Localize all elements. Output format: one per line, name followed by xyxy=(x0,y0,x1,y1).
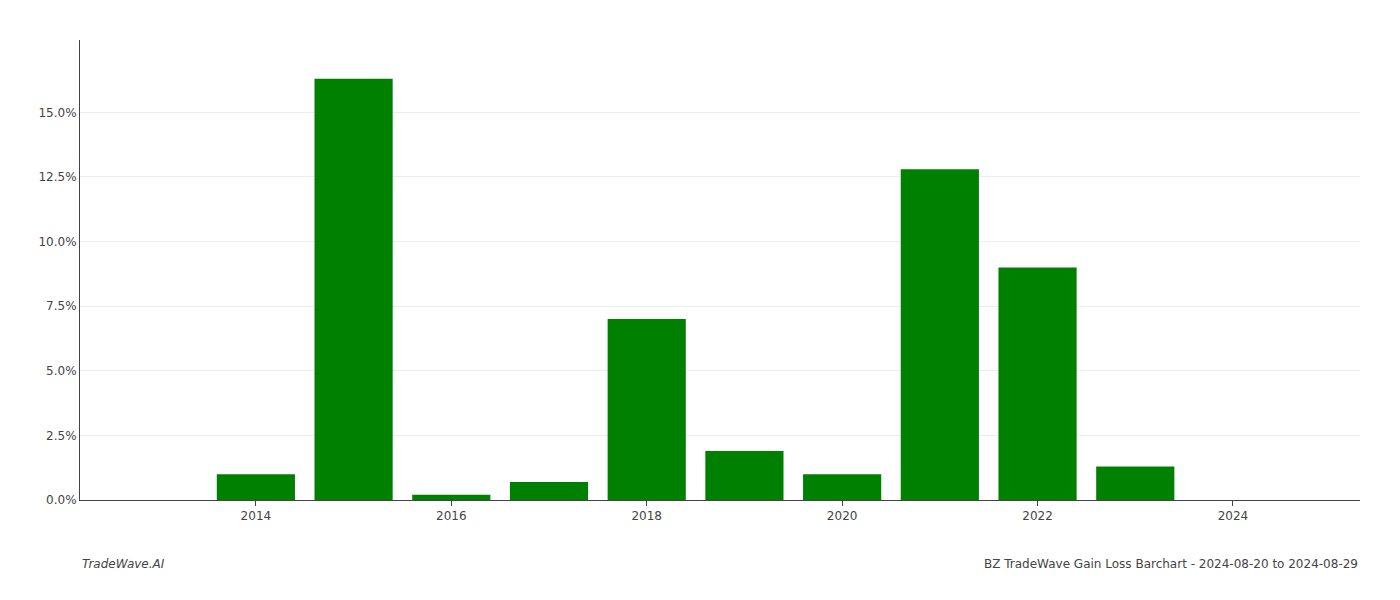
svg-text:12.5%: 12.5% xyxy=(38,170,76,184)
svg-text:0.0%: 0.0% xyxy=(46,493,77,507)
svg-text:TradeWave.AI: TradeWave.AI xyxy=(82,557,165,571)
svg-text:2024: 2024 xyxy=(1218,509,1249,523)
svg-text:7.5%: 7.5% xyxy=(46,299,77,313)
svg-text:15.0%: 15.0% xyxy=(38,106,76,120)
svg-text:10.0%: 10.0% xyxy=(38,235,76,249)
svg-text:BZ TradeWave Gain Loss Barchar: BZ TradeWave Gain Loss Barchart - 2024-0… xyxy=(984,557,1358,571)
svg-text:2020: 2020 xyxy=(827,509,858,523)
svg-text:2018: 2018 xyxy=(631,509,662,523)
svg-text:2022: 2022 xyxy=(1022,509,1053,523)
svg-text:5.0%: 5.0% xyxy=(46,364,77,378)
svg-text:2014: 2014 xyxy=(241,509,272,523)
svg-text:2.5%: 2.5% xyxy=(46,429,77,443)
svg-text:2016: 2016 xyxy=(436,509,467,523)
